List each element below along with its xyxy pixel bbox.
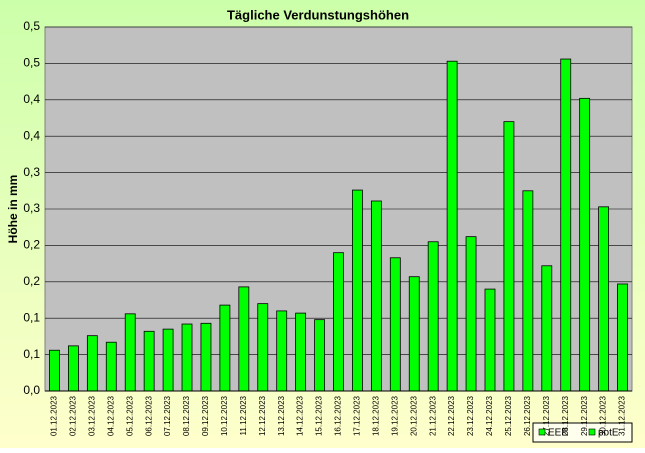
x-tick-label: 08.12.2023 xyxy=(182,395,191,436)
y-axis-label: Höhe in mm xyxy=(6,175,20,244)
y-tick-label: 0,2 xyxy=(23,274,40,288)
bar xyxy=(408,276,420,392)
x-tick-label: 16.12.2023 xyxy=(334,395,343,436)
legend-marker xyxy=(588,428,596,436)
bar xyxy=(143,330,155,392)
x-tick-label: 27.12.2023 xyxy=(542,395,551,436)
bar xyxy=(86,335,98,392)
x-tick-label: 03.12.2023 xyxy=(87,395,96,436)
bar xyxy=(370,200,382,392)
x-tick-label: 05.12.2023 xyxy=(125,395,134,436)
x-tick-label: 20.12.2023 xyxy=(409,395,418,436)
bar xyxy=(200,322,212,392)
x-tick-label: 06.12.2023 xyxy=(144,395,153,436)
x-tick-label: 14.12.2023 xyxy=(296,395,305,436)
x-tick-label: 22.12.2023 xyxy=(447,395,456,436)
bar xyxy=(295,312,307,392)
bar xyxy=(617,283,628,392)
x-tick-label: 19.12.2023 xyxy=(390,395,399,436)
x-tick-label: 17.12.2023 xyxy=(353,395,362,436)
bar xyxy=(276,310,288,392)
x-tick-label: 24.12.2023 xyxy=(485,395,494,436)
legend-label: potE xyxy=(598,428,619,439)
y-tick-label: 0,3 xyxy=(23,201,40,215)
x-tick-label: 21.12.2023 xyxy=(428,395,437,436)
x-tick-label: 04.12.2023 xyxy=(106,395,115,436)
legend xyxy=(532,422,633,443)
y-tick-label: 0,4 xyxy=(23,128,40,142)
bar xyxy=(49,349,60,392)
x-tick-label: 10.12.2023 xyxy=(220,395,229,436)
y-tick-label: 0,1 xyxy=(23,347,40,361)
x-tick-label: 25.12.2023 xyxy=(504,395,513,436)
y-tick-label: 0,5 xyxy=(23,56,40,70)
x-tick-label: 29.12.2023 xyxy=(580,395,589,436)
x-tick-label: 07.12.2023 xyxy=(163,395,172,436)
bar xyxy=(427,241,439,392)
x-tick-label: 31.12.2023 xyxy=(618,395,627,436)
x-tick-label: 30.12.2023 xyxy=(599,395,608,436)
bar xyxy=(181,323,193,392)
y-tick-label: 0,0 xyxy=(23,383,40,397)
legend-marker xyxy=(538,428,546,436)
bar xyxy=(465,236,477,392)
y-tick-label: 0,4 xyxy=(23,92,40,106)
x-tick-label: 02.12.2023 xyxy=(69,395,78,436)
x-tick-label: 01.12.2023 xyxy=(50,395,59,436)
y-tick-label: 0,2 xyxy=(23,238,40,252)
y-tick-label: 0,5 xyxy=(23,19,40,33)
bar xyxy=(162,328,174,392)
chart-title: Tägliche Verdunstungshöhen xyxy=(227,7,409,22)
x-tick-label: 09.12.2023 xyxy=(201,395,210,436)
bar xyxy=(560,58,572,392)
bar xyxy=(333,252,344,392)
y-tick-label: 0,1 xyxy=(23,310,40,324)
bar xyxy=(238,286,250,392)
bar xyxy=(105,341,117,392)
bar xyxy=(219,304,231,392)
bar xyxy=(352,189,363,392)
bar xyxy=(314,319,325,392)
bar xyxy=(522,190,534,392)
x-tick-label: 12.12.2023 xyxy=(258,395,267,436)
x-tick-label: 15.12.2023 xyxy=(315,395,324,436)
bar xyxy=(124,313,136,392)
bar xyxy=(598,206,609,392)
x-tick-label: 23.12.2023 xyxy=(466,395,475,436)
bar xyxy=(68,345,79,392)
x-tick-label: 18.12.2023 xyxy=(371,395,380,436)
legend-label: EEE xyxy=(548,428,568,439)
bar xyxy=(446,60,458,392)
x-tick-label: 26.12.2023 xyxy=(523,395,532,436)
bar xyxy=(257,303,269,392)
x-tick-label: 13.12.2023 xyxy=(277,395,286,436)
bar xyxy=(541,265,553,392)
bar xyxy=(503,121,515,392)
bar xyxy=(579,97,591,392)
bar xyxy=(484,288,496,392)
y-tick-label: 0,3 xyxy=(23,165,40,179)
x-tick-label: 11.12.2023 xyxy=(239,395,248,435)
bar xyxy=(389,257,401,392)
x-tick-label: 28.12.2023 xyxy=(561,395,570,436)
